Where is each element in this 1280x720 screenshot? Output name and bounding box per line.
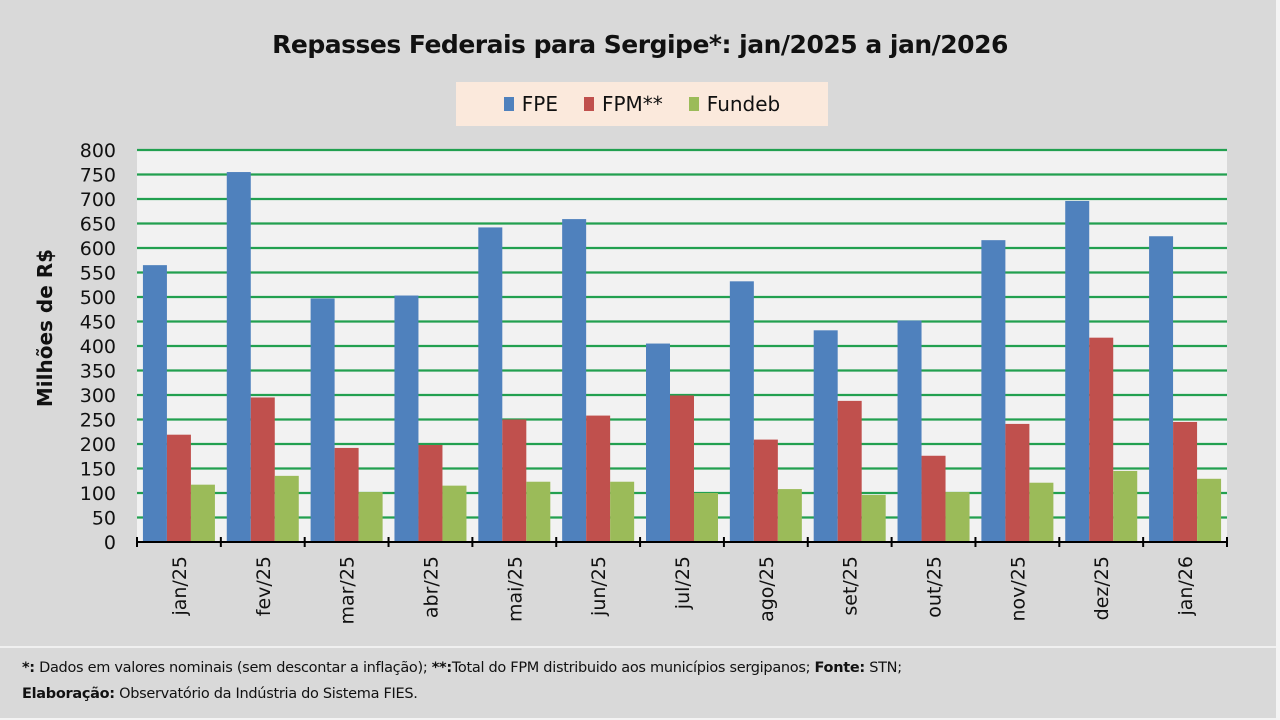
x-tick-label: jan/26 (1175, 556, 1197, 617)
x-tick-label: set/25 (840, 556, 862, 616)
bar-fpm-jul-25 (670, 395, 694, 542)
bar-fundeb-jan-25 (190, 484, 215, 542)
x-tick-label: fev/25 (253, 556, 275, 616)
bar-fpe-nov-25 (981, 240, 1006, 542)
bar-fpm-nov-25 (1005, 423, 1030, 542)
x-tick-label: ago/25 (756, 556, 778, 622)
bar-fundeb-jul-25 (694, 493, 718, 542)
elaboration-text: Observatório da Indústria do Sistema FIE… (114, 686, 418, 702)
elaboration-label: Elaboração: (22, 686, 115, 702)
y-tick-label: 800 (80, 140, 116, 162)
y-tick-label: 400 (80, 336, 116, 358)
legend-swatch-fpe (503, 97, 514, 111)
legend-label-fundeb: Fundeb (706, 92, 781, 116)
bar-fpm-fev-25 (250, 397, 275, 542)
bar-fundeb-mar-25 (358, 492, 383, 542)
bar-fpe-out-25 (897, 320, 922, 542)
bar-fpm-ago-25 (753, 439, 778, 542)
bar-fundeb-nov-25 (1029, 482, 1054, 542)
bar-fpm-jun-25 (586, 415, 611, 542)
y-tick-label: 500 (80, 287, 116, 309)
x-tick-label: jan/25 (169, 556, 191, 617)
y-tick-label: 200 (80, 434, 116, 456)
footnote-text-2: Total do FPM distribuido aos municípios … (451, 660, 815, 676)
bar-fpm-dez-25 (1089, 337, 1114, 542)
legend: FPE FPM** Fundeb (456, 82, 828, 126)
bar-fpe-jan-26 (1149, 236, 1174, 543)
x-tick-label: abr/25 (420, 556, 442, 618)
footnote-mark-2: **: (431, 660, 452, 676)
y-tick-label: 750 (80, 165, 116, 187)
footer-line-2: Elaboração: Observatório da Indústria do… (22, 686, 418, 702)
y-tick-label: 700 (80, 189, 116, 211)
bar-fpm-abr-25 (418, 444, 443, 542)
bar-fpe-set-25 (813, 330, 838, 542)
y-tick-label: 300 (80, 385, 116, 407)
y-tick-label: 50 (92, 508, 116, 530)
bar-fpe-mar-25 (310, 298, 335, 542)
bar-fpe-abr-25 (394, 295, 419, 542)
bar-fundeb-out-25 (945, 492, 970, 542)
y-tick-label: 150 (80, 459, 116, 481)
bar-fundeb-abr-25 (442, 485, 467, 542)
legend-label-fpe: FPE (521, 92, 558, 116)
source-text: STN; (864, 660, 902, 676)
x-tick-labels: jan/25 fev/25 mar/25 abr/25 mai/25 jun/25 jul/… (169, 556, 1197, 625)
y-tick-label: 650 (80, 214, 116, 236)
x-tick-label: mai/25 (504, 556, 526, 622)
bar-fpm-jan-25 (166, 434, 191, 542)
x-tick-label: dez/25 (1091, 556, 1113, 620)
y-tick-label: 250 (80, 410, 116, 432)
x-tick-label: jun/25 (588, 556, 610, 617)
legend-item-fpm: FPM** (583, 92, 663, 116)
bar-fpm-mai-25 (502, 419, 527, 542)
bar-fundeb-ago-25 (777, 489, 802, 542)
y-tick-label: 0 (104, 532, 116, 554)
bar-fpe-mai-25 (478, 227, 503, 543)
x-tick-label: nov/25 (1007, 556, 1029, 622)
source-label: Fonte: (814, 660, 866, 676)
legend-swatch-fpm (583, 97, 594, 111)
bar-fpe-jul-25 (646, 343, 670, 542)
bars (142, 172, 1222, 543)
bar-fundeb-set-25 (861, 494, 886, 542)
y-tick-label: 100 (80, 483, 116, 505)
legend-item-fpe: FPE (503, 92, 558, 116)
legend-label-fpm: FPM** (601, 92, 663, 116)
bar-fpm-out-25 (921, 455, 946, 542)
x-tick-label: mar/25 (337, 556, 359, 625)
bar-fundeb-mai-25 (526, 481, 551, 542)
bar-fpe-jun-25 (562, 219, 587, 542)
bar-fundeb-jan-26 (1197, 478, 1222, 542)
x-axis (136, 537, 1228, 547)
bar-fpm-set-25 (837, 400, 862, 542)
bar-fpe-ago-25 (729, 281, 754, 542)
footer-note: *: Dados em valores nominais (sem descon… (0, 646, 1276, 718)
legend-swatch-fundeb (688, 97, 699, 111)
y-tick-label: 350 (80, 361, 116, 383)
footnote-mark-1: *: (22, 660, 35, 676)
bar-fpe-dez-25 (1065, 200, 1090, 542)
y-tick-label: 600 (80, 238, 116, 260)
x-tick-label: out/25 (924, 556, 946, 618)
bar-fundeb-dez-25 (1113, 470, 1138, 542)
bar-fpm-mar-25 (334, 447, 359, 542)
x-tick-label: jul/25 (672, 556, 694, 610)
bar-fpm-jan-26 (1173, 421, 1198, 542)
bar-fpe-fev-25 (226, 172, 251, 543)
bar-fpe-jan-25 (142, 265, 167, 542)
bar-fundeb-jun-25 (610, 481, 635, 542)
bar-fundeb-fev-25 (274, 475, 299, 542)
footer-line-1: *: Dados em valores nominais (sem descon… (22, 660, 902, 676)
y-tick-label: 450 (80, 312, 116, 334)
legend-item-fundeb: Fundeb (688, 92, 781, 116)
y-tick-label: 550 (80, 263, 116, 285)
chart-title: Repasses Federais para Sergipe*: jan/202… (272, 30, 1008, 59)
footnote-text-1: Dados em valores nominais (sem descontar… (34, 660, 432, 676)
